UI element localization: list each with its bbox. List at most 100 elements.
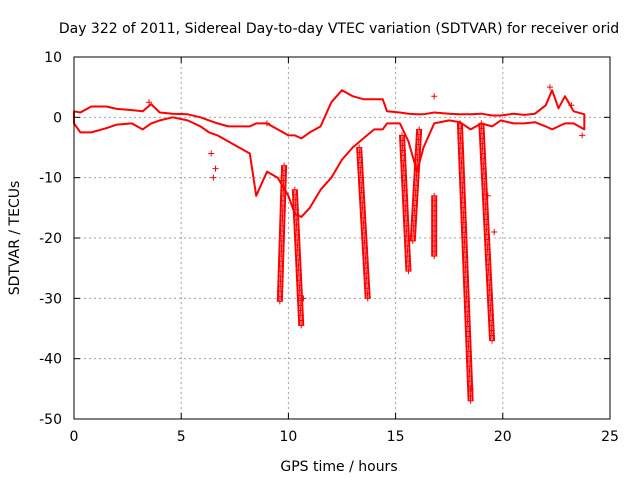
data-point — [483, 231, 490, 238]
data-point — [487, 307, 494, 314]
data-point — [401, 177, 408, 184]
data-point — [485, 261, 492, 268]
spike-strand — [280, 165, 288, 302]
data-point — [410, 232, 417, 239]
data-point — [292, 201, 299, 208]
data-point — [401, 182, 408, 189]
data-point — [481, 180, 488, 187]
x-tick-label: 5 — [177, 429, 186, 445]
data-point — [412, 192, 419, 199]
data-point — [431, 222, 438, 229]
data-point — [485, 266, 492, 273]
data-point — [479, 150, 486, 157]
data-point — [482, 211, 489, 218]
data-point — [483, 216, 490, 223]
data-point — [413, 166, 420, 173]
x-tick-label: 25 — [601, 429, 619, 445]
data-spike — [478, 120, 496, 344]
data-point — [431, 227, 438, 234]
data-point — [482, 201, 489, 208]
spike-strand — [291, 189, 301, 326]
data-envelope — [73, 89, 586, 218]
y-tick-label: 10 — [44, 50, 62, 66]
data-point — [487, 297, 494, 304]
data-point — [279, 212, 286, 219]
data-point — [279, 222, 286, 229]
data-point — [293, 221, 300, 228]
data-point — [363, 275, 370, 282]
data-point — [399, 132, 406, 139]
data-point — [415, 131, 422, 138]
data-point — [263, 120, 270, 127]
data-point — [360, 224, 367, 231]
data-point — [416, 126, 423, 133]
x-tick-label: 0 — [70, 429, 79, 445]
data-point — [363, 270, 370, 277]
data-point — [364, 295, 371, 302]
data-point — [488, 332, 495, 339]
chart-title: Day 322 of 2011, Sidereal Day-to-day VTE… — [59, 21, 619, 37]
data-point — [296, 287, 303, 294]
data-point — [279, 217, 286, 224]
data-point — [296, 282, 303, 289]
data-point — [278, 238, 285, 245]
data-point — [298, 322, 305, 329]
data-point — [358, 179, 365, 186]
data-point — [294, 237, 301, 244]
data-point — [297, 297, 304, 304]
y-tick-label: -20 — [39, 231, 62, 247]
data-point — [212, 165, 219, 172]
data-point — [410, 222, 417, 229]
data-point — [403, 217, 410, 224]
data-point — [358, 184, 365, 191]
data-point — [357, 174, 364, 181]
data-point — [431, 248, 438, 255]
data-point — [404, 243, 411, 250]
data-point — [277, 278, 284, 285]
data-point — [431, 217, 438, 224]
data-point — [404, 248, 411, 255]
data-point — [483, 226, 490, 233]
data-point — [415, 146, 422, 153]
data-point — [295, 267, 302, 274]
data-point — [146, 99, 153, 106]
data-point — [488, 322, 495, 329]
data-point — [478, 125, 485, 132]
y-axis-label: SDTVAR / TECUs — [7, 181, 23, 296]
data-point — [364, 290, 371, 297]
data-point — [278, 232, 285, 239]
data-point — [486, 276, 493, 283]
spike-strand — [295, 189, 305, 326]
data-point — [402, 202, 409, 209]
data-point — [480, 165, 487, 172]
data-point — [362, 255, 369, 262]
data-point — [292, 191, 299, 198]
data-point — [404, 253, 411, 260]
data-point — [479, 145, 486, 152]
data-point — [296, 277, 303, 284]
data-point — [279, 227, 286, 234]
data-point — [414, 151, 421, 158]
data-point — [280, 167, 287, 174]
data-series-sdtvar — [73, 84, 586, 404]
data-point — [403, 222, 410, 229]
data-point — [400, 172, 407, 179]
data-point — [479, 135, 486, 142]
data-point — [488, 327, 495, 334]
data-point — [487, 312, 494, 319]
data-point — [278, 248, 285, 255]
x-axis-tick-labels: 0 5 10 15 20 25 — [70, 429, 619, 445]
data-point — [484, 192, 491, 199]
data-point — [356, 154, 363, 161]
data-point — [482, 196, 489, 203]
data-point — [208, 150, 215, 157]
data-spike — [399, 132, 412, 275]
data-point — [479, 140, 486, 147]
data-point — [291, 186, 298, 193]
data-point — [298, 317, 305, 324]
data-point — [363, 280, 370, 287]
data-point — [362, 260, 369, 267]
data-point — [279, 207, 286, 214]
data-point — [280, 177, 287, 184]
